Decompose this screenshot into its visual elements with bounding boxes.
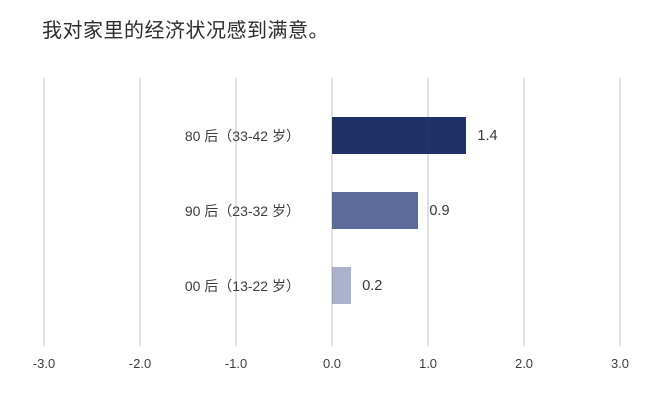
bar <box>332 267 352 304</box>
bar-value-label: 0.2 <box>362 277 383 294</box>
bar-row: 90 后（23-32 岁） 0.9 <box>44 192 620 229</box>
bar-value-label: 0.9 <box>429 202 450 219</box>
plot-area: 80 后（33-42 岁） 1.4 90 后（23-32 岁） 0.9 00 后… <box>43 78 621 346</box>
bar <box>332 192 419 229</box>
bar-value-label: 1.4 <box>477 127 498 144</box>
x-tick-label: 0.0 <box>322 356 342 371</box>
x-tick-label: 2.0 <box>514 356 534 371</box>
x-tick-label: 1.0 <box>418 356 438 371</box>
x-tick-label: -3.0 <box>32 356 56 371</box>
bar-row: 80 后（33-42 岁） 1.4 <box>44 117 620 154</box>
category-label: 80 后（33-42 岁） <box>184 127 300 144</box>
category-label: 90 后（23-32 岁） <box>184 202 300 219</box>
chart-title: 我对家里的经济状况感到满意。 <box>42 20 329 42</box>
x-tick-label: 3.0 <box>610 356 630 371</box>
x-tick-label: -2.0 <box>128 356 152 371</box>
x-tick-label: -1.0 <box>224 356 248 371</box>
bar-row: 00 后（13-22 岁） 0.2 <box>44 267 620 304</box>
x-axis: -3.0 -2.0 -1.0 0.0 1.0 2.0 3.0 <box>33 354 629 374</box>
bars-layer: 80 后（33-42 岁） 1.4 90 后（23-32 岁） 0.9 00 后… <box>44 78 620 346</box>
category-label: 00 后（13-22 岁） <box>184 277 300 294</box>
bar <box>332 117 467 154</box>
